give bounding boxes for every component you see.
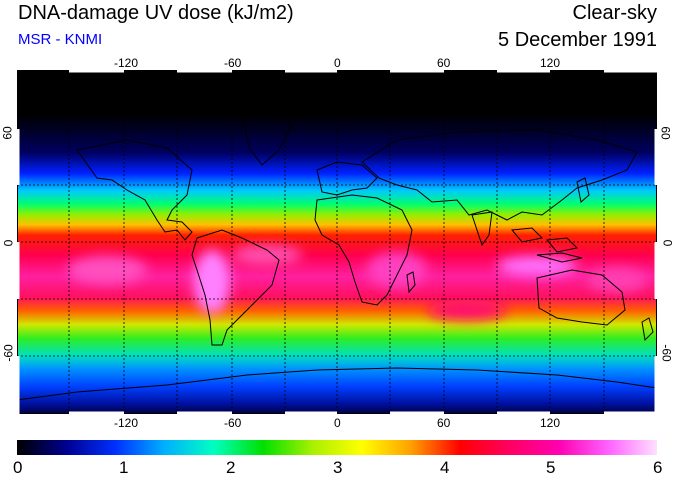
colorbar <box>17 440 657 455</box>
colorbar-label: 0 <box>13 458 23 477</box>
top-lon-tick: 0 <box>334 56 341 70</box>
bottom-lon-tick: 60 <box>437 416 451 430</box>
colorbar-label: 3 <box>333 458 343 477</box>
bottom-lon-tick: 0 <box>334 416 341 430</box>
right-lat-tick: 0 <box>660 239 675 247</box>
sky-condition-label: Clear-sky <box>572 2 657 24</box>
uv-dose-map <box>17 70 657 414</box>
left-lat-tick: 60 <box>0 126 15 140</box>
colorbar-label: 6 <box>653 458 663 477</box>
bottom-lon-tick: 120 <box>540 416 561 430</box>
left-lat-tick: -60 <box>1 344 16 362</box>
bottom-lon-tick: -120 <box>114 416 139 430</box>
coastlines <box>17 107 657 401</box>
colorbar-label: 5 <box>546 458 556 477</box>
map-title: DNA-damage UV dose (kJ/m2) <box>18 2 294 24</box>
source-label: MSR - KNMI <box>18 31 103 48</box>
date-label: 5 December 1991 <box>498 29 657 51</box>
left-lat-tick: 0 <box>1 239 16 247</box>
top-lon-tick: 120 <box>540 56 561 70</box>
bottom-lon-tick: -60 <box>224 416 242 430</box>
top-lon-tick: -120 <box>114 56 139 70</box>
colorbar-label: 1 <box>119 458 129 477</box>
colorbar-label: 4 <box>440 458 450 477</box>
top-lon-tick: -60 <box>224 56 242 70</box>
top-lon-tick: 60 <box>437 56 451 70</box>
border-ticks <box>17 70 657 414</box>
colorbar-label: 2 <box>226 458 236 477</box>
graticule <box>17 70 657 414</box>
right-lat-tick: 60 <box>658 126 673 140</box>
right-lat-tick: -60 <box>659 344 674 362</box>
